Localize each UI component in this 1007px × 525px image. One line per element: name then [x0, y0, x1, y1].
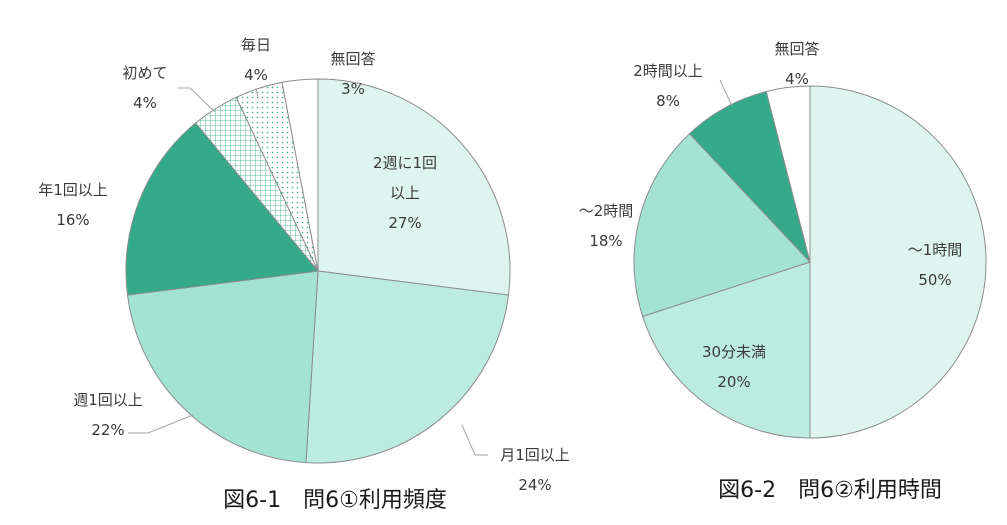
leader-line — [128, 414, 194, 434]
slice-category-label: 週1回以上 — [73, 391, 143, 409]
slice-category-label: 以上 — [390, 184, 420, 202]
slice-percent-label: 22% — [91, 421, 124, 439]
leader-line — [255, 87, 259, 99]
slice-percent-label: 8% — [656, 92, 680, 110]
leader-line — [178, 87, 216, 113]
slice-percent-label: 18% — [589, 232, 622, 250]
pie-slice — [126, 270, 319, 464]
leader-line — [461, 424, 488, 456]
slice-percent-label: 4% — [133, 94, 157, 112]
pie-slice — [633, 132, 811, 318]
pie-chart-usage-time: ～1時間 50% 30分未満 20% ～2時間 18% 2時間以上 8% 無回答 4% — [579, 40, 987, 439]
slice-category-label: 2週に1回 — [373, 154, 437, 172]
slice-category-label: 無回答 — [330, 50, 375, 68]
pie-slice — [641, 261, 811, 439]
slice-percent-label: 4% — [785, 70, 809, 88]
slice-category-label: 月1回以上 — [500, 446, 570, 464]
slice-percent-label: 4% — [244, 66, 268, 84]
slice-category-label: 年1回以上 — [38, 181, 108, 199]
slice-category-label: ～1時間 — [908, 241, 963, 259]
pie-slice — [765, 85, 811, 263]
slice-percent-label: 3% — [341, 80, 365, 98]
leader-line — [719, 79, 733, 107]
pie-slice — [125, 122, 319, 296]
slice-percent-label: 27% — [388, 214, 421, 232]
slice-category-label: 無回答 — [774, 40, 819, 58]
chart-title-usage-frequency: 図6-1 問6①利用頻度 — [223, 488, 447, 513]
slice-category-label: 2時間以上 — [633, 62, 703, 80]
slice-category-label: 30分未満 — [702, 343, 766, 361]
slice-category-label: ～2時間 — [579, 202, 634, 220]
slice-percent-label: 20% — [717, 373, 750, 391]
pie-slice — [809, 85, 987, 439]
pie-slice — [305, 270, 510, 464]
pie-slice — [281, 78, 319, 272]
slice-category-label: 初めて — [122, 64, 167, 82]
slice-percent-label: 16% — [56, 211, 89, 229]
pie-slice — [688, 90, 811, 263]
slice-percent-label: 24% — [518, 476, 551, 494]
slice-percent-label: 50% — [918, 271, 951, 289]
slice-category-label: 毎日 — [241, 36, 271, 54]
chart-title-usage-time: 図6-2 問6②利用時間 — [718, 478, 942, 503]
pie-slice — [317, 78, 511, 296]
